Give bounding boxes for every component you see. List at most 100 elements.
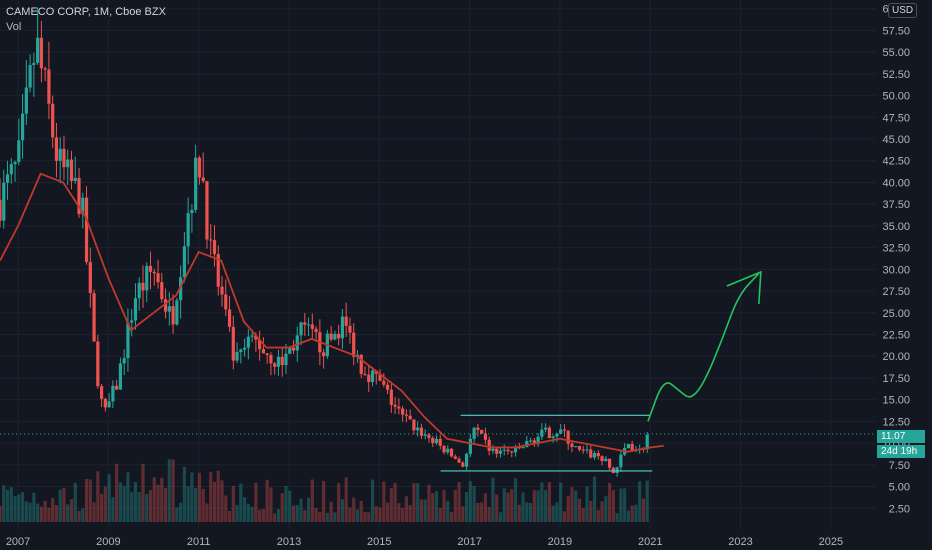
candle-body bbox=[566, 430, 570, 444]
candle-body bbox=[555, 433, 559, 437]
y-tick-label: 40.00 bbox=[882, 177, 910, 189]
candle-body bbox=[645, 434, 649, 450]
candle-body bbox=[423, 434, 427, 436]
candle-body bbox=[220, 286, 224, 295]
volume-bar bbox=[156, 484, 160, 522]
y-tick-label: 55.00 bbox=[882, 47, 910, 59]
volume-bar bbox=[517, 504, 521, 522]
volume-bar bbox=[536, 490, 540, 522]
candle-body bbox=[246, 336, 250, 348]
volume-bar bbox=[186, 486, 190, 522]
candle-body bbox=[498, 450, 503, 454]
volume-bar bbox=[28, 502, 32, 522]
candle-body bbox=[51, 103, 55, 138]
candle-body bbox=[521, 447, 525, 449]
candle-body bbox=[431, 437, 435, 444]
candle-body bbox=[66, 159, 70, 168]
y-tick-label: 7.50 bbox=[889, 460, 910, 472]
candle-body bbox=[619, 454, 623, 468]
y-tick-label: 52.50 bbox=[882, 69, 910, 81]
candle-body bbox=[306, 324, 311, 326]
candle-body bbox=[544, 427, 548, 430]
y-tick-label: 27.50 bbox=[882, 286, 910, 298]
candle-body bbox=[412, 419, 416, 431]
volume-bar bbox=[604, 495, 608, 522]
candle-body bbox=[581, 449, 585, 451]
volume-bar bbox=[641, 498, 646, 522]
volume-bar bbox=[464, 492, 469, 522]
volume-bar bbox=[495, 494, 499, 522]
volume-bar bbox=[20, 492, 25, 522]
candle-body bbox=[103, 398, 107, 408]
volume-bar bbox=[559, 482, 563, 522]
candle-body bbox=[322, 352, 326, 357]
candle-body bbox=[461, 462, 465, 467]
candle-body bbox=[596, 453, 600, 457]
volume-bar bbox=[611, 489, 615, 522]
candle-body bbox=[562, 429, 567, 431]
candle-body bbox=[175, 300, 179, 325]
candle-body bbox=[299, 322, 303, 336]
volume-bar bbox=[130, 491, 134, 522]
y-tick-label: 2.50 bbox=[889, 503, 910, 515]
volume-bar bbox=[555, 502, 559, 522]
volume-bar bbox=[566, 495, 570, 522]
candle-body bbox=[291, 347, 296, 351]
projection-arrow bbox=[647, 270, 762, 422]
candle-body bbox=[468, 438, 472, 454]
candle-body bbox=[303, 322, 307, 325]
volume-bar bbox=[446, 500, 450, 522]
candle-body bbox=[600, 456, 604, 462]
candle-body bbox=[141, 282, 145, 291]
volume-bar bbox=[382, 481, 386, 522]
volume-bar bbox=[54, 505, 59, 522]
y-tick-label: 35.00 bbox=[882, 221, 910, 233]
moving-average-line bbox=[0, 172, 664, 453]
volume-bar bbox=[370, 479, 375, 522]
candle-body bbox=[472, 427, 476, 439]
moving-average-path bbox=[0, 172, 664, 453]
volume-bar bbox=[2, 485, 6, 522]
x-tick-label: 2011 bbox=[187, 536, 211, 548]
candle-body bbox=[502, 449, 506, 451]
candle-body bbox=[382, 380, 386, 385]
volume-bar bbox=[344, 477, 348, 522]
candle-body bbox=[9, 164, 13, 175]
volume-bar bbox=[163, 487, 168, 522]
volume-bar bbox=[513, 478, 518, 522]
volume-bar bbox=[239, 483, 243, 522]
volume-bar bbox=[5, 489, 10, 522]
volume-bar bbox=[589, 500, 593, 522]
volume-bar bbox=[487, 506, 491, 522]
y-tick-label: 30.00 bbox=[882, 264, 910, 276]
candle-body bbox=[419, 427, 424, 436]
candle-body bbox=[480, 429, 484, 434]
candle-body bbox=[310, 324, 314, 329]
y-tick-label: 15.00 bbox=[882, 395, 910, 407]
volume-bar bbox=[291, 505, 296, 522]
currency-badge[interactable]: USD bbox=[888, 3, 918, 18]
volume-bar bbox=[378, 507, 382, 522]
candle-body bbox=[269, 354, 273, 364]
volume-bar bbox=[115, 463, 119, 522]
candle-body bbox=[239, 349, 243, 353]
candle-body bbox=[167, 306, 171, 312]
candle-body bbox=[179, 277, 183, 301]
candle-body bbox=[99, 386, 104, 399]
volume-bar bbox=[431, 493, 435, 522]
volume-bar bbox=[122, 486, 126, 522]
volume-bar bbox=[419, 499, 424, 522]
volume-bar bbox=[167, 459, 171, 522]
candle-body bbox=[574, 446, 578, 448]
candle-body bbox=[348, 325, 352, 333]
volume-bar bbox=[84, 478, 89, 522]
candle-body bbox=[434, 438, 439, 444]
last-price-tag: 11.07 bbox=[877, 430, 925, 443]
candle-body bbox=[43, 68, 47, 70]
volume-bar bbox=[58, 489, 62, 522]
y-tick-label: 32.50 bbox=[882, 243, 910, 255]
projection-arrowhead bbox=[726, 270, 762, 305]
volume-bar bbox=[434, 491, 439, 522]
